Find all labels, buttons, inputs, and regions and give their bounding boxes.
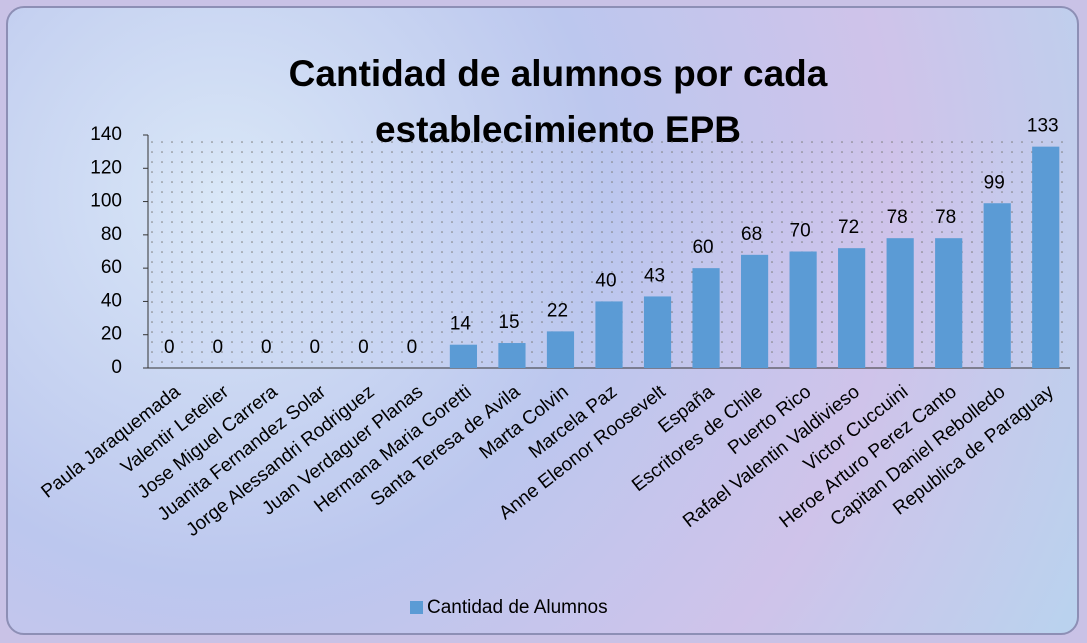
bar (449, 344, 478, 368)
bar (935, 238, 963, 368)
bar (595, 301, 623, 368)
y-tick-label: 60 (101, 257, 122, 278)
bar (692, 268, 720, 368)
data-label: 60 (692, 237, 713, 258)
bar (886, 238, 914, 368)
data-label: 0 (310, 337, 321, 358)
bar (498, 343, 526, 368)
y-tick-label: 80 (101, 224, 122, 245)
data-label: 0 (213, 337, 224, 358)
bar (838, 248, 866, 368)
data-label: 133 (1027, 116, 1059, 137)
data-label: 68 (741, 224, 762, 245)
data-label: 0 (261, 337, 272, 358)
data-label: 78 (935, 207, 956, 228)
data-label: 0 (358, 337, 369, 358)
data-label: 0 (407, 337, 418, 358)
bar (546, 331, 575, 368)
legend-label: Cantidad de Alumnos (427, 597, 608, 618)
data-label: 15 (498, 312, 519, 333)
data-label: 72 (838, 217, 859, 238)
bar (789, 251, 817, 368)
y-tick-label: 140 (90, 124, 122, 145)
bar (1032, 146, 1060, 368)
y-tick-label: 0 (111, 357, 122, 378)
data-label: 78 (887, 207, 908, 228)
bar (643, 296, 672, 368)
data-label: 0 (164, 337, 175, 358)
y-tick-label: 40 (101, 290, 122, 311)
y-tick-label: 120 (90, 157, 122, 178)
data-label: 43 (644, 265, 665, 286)
legend-swatch (410, 601, 423, 614)
y-tick-label: 20 (101, 324, 122, 345)
y-tick-label: 100 (90, 191, 122, 212)
data-label: 14 (450, 314, 472, 335)
data-label: 22 (547, 300, 568, 321)
data-label: 99 (984, 172, 1005, 193)
data-label: 70 (790, 221, 811, 242)
bar (983, 203, 1011, 368)
bar (740, 254, 769, 368)
data-label: 40 (595, 270, 616, 291)
